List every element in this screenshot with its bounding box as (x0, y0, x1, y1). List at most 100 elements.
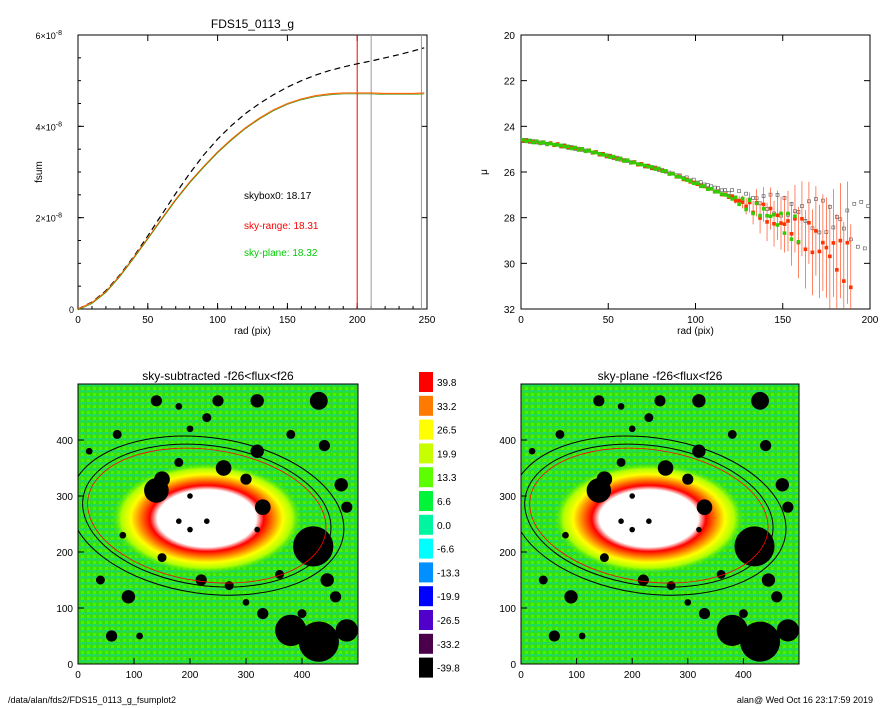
data-point (740, 196, 745, 201)
data-point (541, 140, 546, 145)
masked-source (286, 429, 296, 439)
masked-source (106, 630, 118, 642)
masked-source (698, 608, 711, 620)
data-point (730, 197, 734, 201)
series-line-0 (77, 47, 425, 310)
colorbar-label: -6.6 (437, 545, 455, 556)
data-point (824, 245, 829, 250)
data-point (538, 141, 542, 146)
series-line-green-1 (77, 93, 425, 311)
masked-source (224, 581, 234, 591)
y-tick-label: 22 (504, 77, 516, 88)
masked-source (242, 599, 250, 606)
data-point (866, 204, 871, 208)
data-point (604, 153, 609, 157)
data-point (695, 181, 700, 186)
masked-source (298, 621, 339, 662)
data-point (807, 221, 811, 225)
masked-source (734, 526, 775, 567)
masked-source (330, 591, 342, 603)
data-point (754, 201, 759, 206)
data-point (573, 145, 577, 150)
data-point (751, 196, 755, 200)
data-point (772, 221, 776, 226)
masked-source (599, 553, 609, 563)
data-point (705, 187, 710, 191)
y-tick-label: 28 (504, 214, 516, 225)
data-point (726, 194, 731, 199)
masked-source (318, 440, 330, 452)
data-point (583, 149, 588, 154)
data-point (660, 169, 665, 174)
masked-source (85, 447, 93, 455)
x-tick-label: 50 (603, 315, 615, 326)
data-point (671, 171, 675, 176)
data-point (733, 199, 738, 203)
x-axis-label: rad (pix) (677, 326, 714, 337)
data-point (744, 191, 748, 196)
image-title: sky-plane -f26<flux<f26 (598, 369, 723, 383)
sky-annotation: sky-range: 18.31 (244, 221, 319, 232)
data-point (796, 240, 801, 244)
x-tick-label: 300 (679, 670, 696, 681)
data-point (747, 198, 752, 202)
colorbar-label: 33.2 (437, 402, 457, 413)
data-point (548, 141, 553, 146)
data-point (552, 142, 556, 147)
masked-source (528, 447, 536, 455)
colorbar-label: 13.3 (437, 473, 457, 484)
colorbar-swatch (419, 443, 433, 464)
y-tick-label: 400 (499, 436, 516, 447)
masked-source (593, 395, 605, 407)
y-tick-label: 200 (499, 548, 516, 559)
data-point (650, 165, 654, 169)
data-point (569, 146, 574, 151)
aperture-ellipse-red (87, 447, 327, 584)
data-point (674, 174, 679, 179)
y-tick-label: 20 (504, 31, 516, 42)
masked-source (618, 518, 624, 524)
masked-source (775, 478, 789, 492)
data-point (768, 206, 773, 211)
x-tick-label: 0 (75, 315, 81, 326)
x-tick-label: 200 (624, 670, 641, 681)
x-tick-label: 150 (774, 315, 791, 326)
data-point (786, 219, 790, 223)
data-point (740, 200, 745, 204)
masked-source (187, 493, 193, 499)
masked-source (657, 460, 674, 476)
data-point (849, 285, 853, 290)
data-point (845, 240, 850, 245)
masked-source (738, 609, 748, 619)
data-point (615, 157, 619, 161)
data-point (789, 237, 794, 241)
data-point (688, 179, 693, 183)
colorbar-label: -19.9 (437, 592, 460, 603)
data-point (800, 216, 804, 221)
data-point (629, 160, 633, 165)
data-point (632, 160, 637, 165)
colorbar-swatch (419, 395, 433, 416)
data-point (576, 148, 581, 152)
colorbar-swatch (419, 514, 433, 535)
masked-source (654, 395, 666, 407)
y-tick-label: 400 (56, 436, 73, 447)
data-point (828, 254, 832, 259)
masked-source (692, 394, 706, 408)
series-line-1 (77, 92, 425, 310)
colorbar-swatch (419, 633, 433, 654)
data-point (712, 185, 717, 190)
data-point (545, 142, 549, 146)
x-tick-label: 400 (294, 670, 311, 681)
data-point (772, 212, 776, 217)
data-point (531, 140, 536, 145)
data-point (779, 211, 783, 216)
y-tick-label: 0 (510, 660, 516, 671)
data-point (705, 183, 710, 187)
data-point (712, 189, 717, 194)
aperture-ellipse-inner (82, 443, 332, 588)
masked-source (684, 599, 692, 606)
data-point (594, 150, 598, 155)
colorbar-label: 0.0 (437, 521, 451, 532)
